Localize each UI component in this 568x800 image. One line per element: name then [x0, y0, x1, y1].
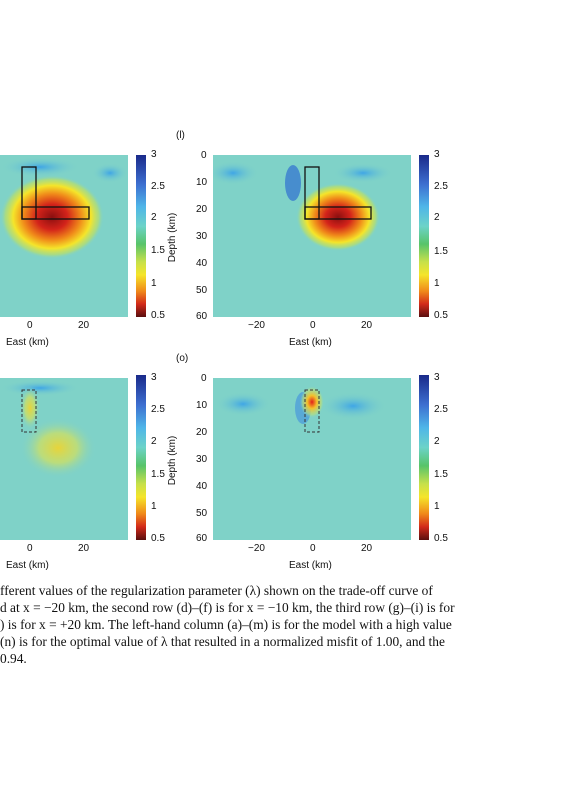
panel-letter-l: (l)	[176, 130, 185, 141]
xtick-tl-0: 0	[27, 320, 33, 331]
xlabel-top-left: East (km)	[6, 337, 49, 348]
ytick-o-2: 20	[196, 427, 208, 438]
cbar-tick-tl-0: 3	[151, 149, 157, 160]
cbar-tick-bl-2: 2	[151, 436, 157, 447]
colorbar-top-left	[136, 155, 146, 317]
cbar-tick-bl-4: 1	[151, 501, 157, 512]
cbar-tick-o-5: 0.5	[434, 533, 448, 544]
xtick-o-2: 20	[361, 543, 373, 554]
xtick-l-0: −20	[248, 320, 265, 331]
cbar-tick-o-4: 1	[434, 501, 440, 512]
xtick-o-0: −20	[248, 543, 265, 554]
ytick-l-1: 10	[196, 177, 208, 188]
cbar-tick-l-0: 3	[434, 149, 440, 160]
xtick-bl-0: 0	[27, 543, 33, 554]
caption-line: ) is for x = +20 km. The left-hand colum…	[0, 617, 452, 632]
caption-line: 0.94.	[0, 651, 27, 666]
cbar-tick-o-1: 2.5	[434, 404, 448, 415]
ytick-o-3: 30	[196, 454, 208, 465]
resistivity-map-o	[213, 378, 411, 540]
cbar-tick-l-1: 2.5	[434, 181, 448, 192]
xtick-bl-1: 20	[78, 543, 90, 554]
colorbar-o	[419, 375, 429, 540]
cbar-tick-tl-3: 1.5	[151, 245, 165, 256]
cbar-tick-l-4: 1	[434, 278, 440, 289]
ytick-l-4: 40	[196, 258, 208, 269]
cbar-tick-l-2: 2	[434, 212, 440, 223]
colorbar-l	[419, 155, 429, 317]
ytick-o-0: 0	[201, 373, 207, 384]
cbar-tick-bl-3: 1.5	[151, 469, 165, 480]
xlabel-l: East (km)	[289, 337, 332, 348]
cbar-tick-o-3: 1.5	[434, 469, 448, 480]
resistivity-map-l	[213, 155, 411, 317]
cbar-tick-tl-2: 2	[151, 212, 157, 223]
cbar-tick-tl-4: 1	[151, 278, 157, 289]
ytick-l-2: 20	[196, 204, 208, 215]
xtick-o-1: 0	[310, 543, 316, 554]
figure-caption: fferent values of the regularization par…	[0, 582, 474, 667]
ytick-l-0: 0	[201, 150, 207, 161]
colorbar-bottom-left	[136, 375, 146, 540]
ytick-o-6: 60	[196, 533, 208, 544]
ytick-l-6: 60	[196, 311, 208, 322]
cbar-tick-l-5: 0.5	[434, 310, 448, 321]
caption-line: fferent values of the regularization par…	[0, 583, 433, 598]
cbar-tick-o-0: 3	[434, 372, 440, 383]
cbar-tick-tl-1: 2.5	[151, 181, 165, 192]
xlabel-bottom-left: East (km)	[6, 560, 49, 571]
ytick-l-3: 30	[196, 231, 208, 242]
ytick-o-5: 50	[196, 508, 208, 519]
cbar-tick-tl-5: 0.5	[151, 310, 165, 321]
cbar-tick-bl-5: 0.5	[151, 533, 165, 544]
xtick-l-2: 20	[361, 320, 373, 331]
caption-line: d at x = −20 km, the second row (d)–(f) …	[0, 600, 455, 615]
caption-line: (n) is for the optimal value of λ that r…	[0, 634, 445, 649]
resistivity-map-top-left	[0, 155, 128, 317]
ytick-o-4: 40	[196, 481, 208, 492]
xtick-tl-1: 20	[78, 320, 90, 331]
ytick-l-5: 50	[196, 285, 208, 296]
ylabel-l: Depth (km)	[167, 212, 179, 263]
resistivity-map-bottom-left	[0, 378, 128, 540]
panel-letter-o: (o)	[176, 353, 189, 364]
cbar-tick-bl-0: 3	[151, 372, 157, 383]
xlabel-o: East (km)	[289, 560, 332, 571]
cbar-tick-o-2: 2	[434, 436, 440, 447]
cbar-tick-l-3: 1.5	[434, 246, 448, 257]
xtick-l-1: 0	[310, 320, 316, 331]
cbar-tick-bl-1: 2.5	[151, 404, 165, 415]
ytick-o-1: 10	[196, 400, 208, 411]
ylabel-o: Depth (km)	[167, 435, 179, 486]
